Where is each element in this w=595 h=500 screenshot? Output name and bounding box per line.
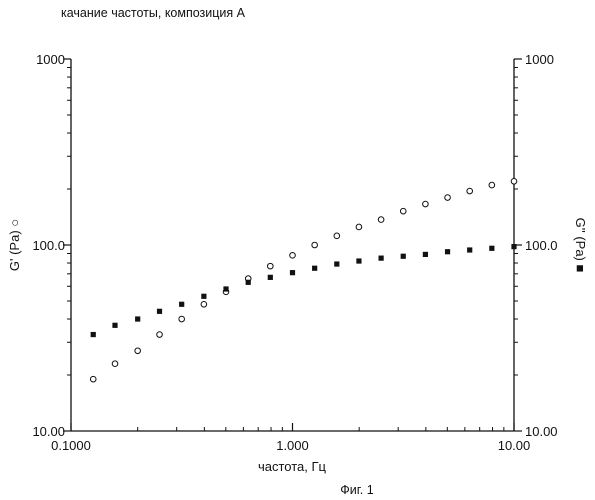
g-prime-point	[423, 201, 429, 207]
x-tick-label: 1.000	[276, 438, 309, 453]
x-axis-label: частота, Гц	[258, 459, 327, 474]
g-double-prime-point	[423, 252, 428, 257]
g-prime-point	[467, 188, 473, 194]
series-g-double-prime	[91, 244, 517, 337]
g-double-prime-point	[179, 302, 184, 307]
figure-caption: Фиг. 1	[340, 483, 373, 497]
g-double-prime-point	[246, 280, 251, 285]
g-double-prime-point	[467, 247, 472, 252]
x-tick-label: 10.00	[498, 438, 531, 453]
g-prime-point	[135, 348, 141, 354]
g-prime-point	[312, 242, 318, 248]
right-y-axis-label: G'' (Pa) ■	[573, 218, 588, 273]
g-prime-point	[179, 316, 185, 322]
g-double-prime-point	[157, 309, 162, 314]
g-prime-point	[201, 301, 207, 307]
left-y-axis-ticks: 10.00 100.0 1000	[32, 52, 71, 439]
g-double-prime-point	[489, 246, 494, 251]
g-prime-point	[334, 233, 340, 239]
left-y-axis-label: G' (Pa) ○	[7, 219, 22, 271]
left-y-tick-label: 1000	[36, 52, 65, 67]
g-prime-point	[356, 224, 362, 230]
series-g-prime	[90, 179, 516, 382]
g-double-prime-point	[312, 266, 317, 271]
g-double-prime-point	[91, 332, 96, 337]
g-double-prime-point	[290, 270, 295, 275]
g-prime-point	[90, 376, 96, 382]
left-y-tick-label: 10.00	[32, 424, 65, 439]
right-y-tick-label: 1000	[525, 52, 554, 67]
g-double-prime-point	[135, 316, 140, 321]
g-prime-point	[290, 253, 296, 259]
g-prime-point	[157, 332, 163, 338]
x-axis-ticks: 0.1000 1.000 10.00	[51, 423, 530, 453]
g-prime-point	[445, 195, 451, 201]
g-double-prime-point	[223, 286, 228, 291]
g-double-prime-point	[268, 275, 273, 280]
x-tick-label: 0.1000	[51, 438, 91, 453]
g-double-prime-point	[445, 249, 450, 254]
g-double-prime-point	[401, 254, 406, 259]
chart-title: качание частоты, композиция А	[61, 6, 246, 20]
g-prime-point	[511, 179, 517, 185]
g-double-prime-point	[201, 294, 206, 299]
g-prime-point	[400, 208, 406, 214]
left-y-tick-label: 100.0	[32, 238, 65, 253]
g-prime-point	[112, 361, 118, 367]
g-prime-point	[378, 217, 384, 223]
right-y-tick-label: 100.0	[525, 238, 558, 253]
g-double-prime-point	[511, 244, 516, 249]
g-double-prime-point	[112, 323, 117, 328]
g-double-prime-point	[356, 258, 361, 263]
plot-axes	[71, 59, 514, 431]
g-prime-point	[489, 182, 495, 188]
right-y-tick-label: 10.00	[525, 424, 558, 439]
g-prime-point	[268, 263, 274, 269]
right-y-axis-ticks: 10.00 100.0 1000	[514, 52, 558, 439]
g-double-prime-point	[334, 261, 339, 266]
g-double-prime-point	[379, 256, 384, 261]
